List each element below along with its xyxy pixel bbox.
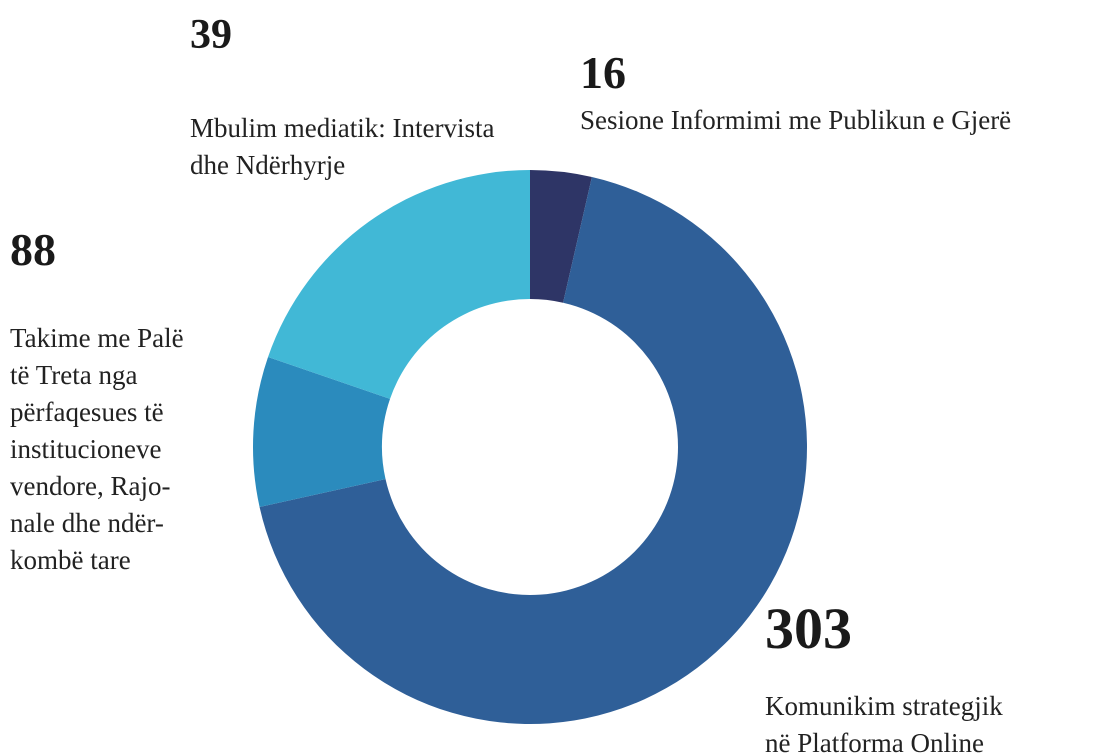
- category-label: Mbulim mediatik: Intervista: [190, 113, 494, 143]
- value-label: 39: [190, 12, 232, 58]
- value-label: 303: [765, 596, 852, 661]
- donut-segment: [259, 177, 808, 724]
- value-label: 16: [580, 47, 626, 98]
- donut-segment: [268, 169, 530, 399]
- category-label: përfaqesues të: [10, 397, 164, 427]
- donut-segment: [530, 170, 592, 303]
- category-label: nale dhe ndër-: [10, 508, 164, 538]
- category-label: institucioneve: [10, 434, 161, 464]
- category-label: kombë tare: [10, 545, 131, 575]
- value-label: 88: [10, 224, 56, 275]
- category-label: Takime me Palë: [10, 323, 184, 353]
- category-label: Komunikim strategjik: [765, 691, 1003, 721]
- category-label: Sesione Informimi me Publikun e Gjerë: [580, 105, 1011, 135]
- donut-segment: [252, 356, 391, 508]
- category-label: në Platforma Online: [765, 728, 984, 756]
- category-label: dhe Ndërhyrje: [190, 150, 345, 180]
- category-label: të Treta nga: [10, 360, 138, 390]
- category-label: vendore, Rajo-: [10, 471, 170, 501]
